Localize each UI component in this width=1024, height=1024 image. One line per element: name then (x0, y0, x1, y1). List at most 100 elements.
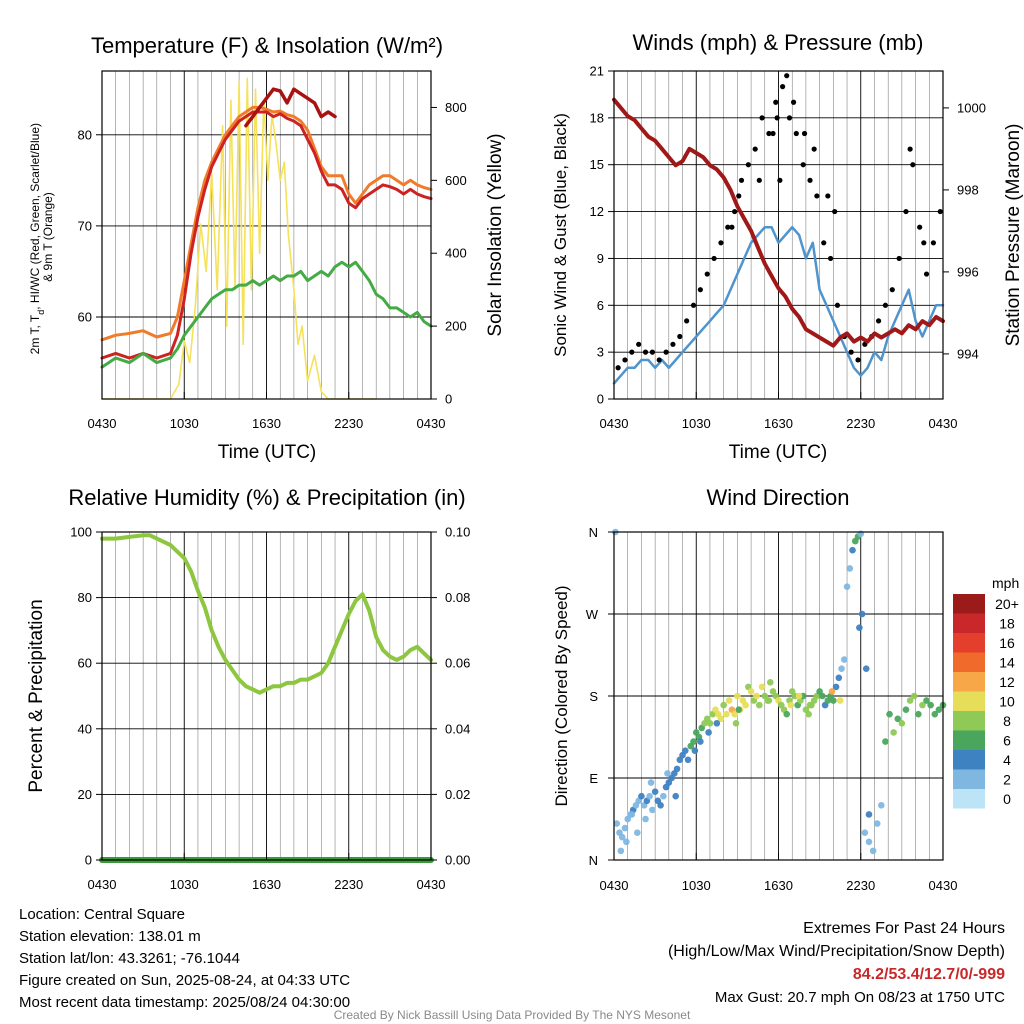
wind-pressure-series-line (612, 97, 945, 348)
dir-point-122 (628, 811, 636, 818)
rh-xtick-label-4: 0430 (417, 877, 446, 892)
wind-gust-point-44 (917, 224, 923, 230)
temperature-y-axis-label: 2m T, Td, HI/WC (Red, Green, Scarlet/Blu… (28, 120, 55, 355)
temp-ytick-right-label-2: 400 (445, 246, 467, 261)
dir-point-56 (766, 679, 774, 686)
temp-ytick-right-label-3: 600 (445, 173, 467, 188)
dir-point-83 (841, 656, 848, 663)
dir-point-49 (747, 688, 755, 695)
dir-point-44 (734, 692, 741, 700)
dir-point-3 (621, 824, 629, 832)
temp-tdew-series-line (100, 260, 433, 369)
temp-ytick-right-label-1: 200 (445, 319, 467, 334)
extremes-block: Extremes For Past 24 Hours (High/Low/Max… (668, 917, 1005, 1009)
dir-point-103 (915, 710, 922, 718)
dir-point-125 (862, 665, 870, 672)
wind-gust-point-58 (801, 130, 808, 137)
dir-point-121 (647, 779, 655, 786)
legend-label-5: 10 (999, 694, 1015, 710)
wind-gust-point-41 (896, 255, 902, 262)
wind-ytick-right-label-2: 998 (957, 182, 979, 197)
wind-ytick-right-label-3: 1000 (957, 100, 986, 115)
legend-label-7: 6 (1003, 733, 1011, 749)
wind-ytick-label-6: 18 (590, 110, 604, 125)
dir-point-91 (865, 838, 873, 846)
rh-xtick-label-0: 0430 (88, 877, 117, 892)
dir-point-80 (832, 683, 840, 691)
dir-point-75 (819, 692, 826, 700)
wind-gust-point-18 (738, 177, 745, 183)
dir-point-51 (753, 692, 760, 700)
dir-point-47 (742, 701, 749, 709)
temp-xtick-label-0: 0430 (88, 416, 117, 431)
dir-point-53 (758, 683, 766, 691)
wind-y-axis-label: Sonic Wind & Gust (Blue, Black) (551, 113, 570, 357)
temperature-plot-area (100, 71, 433, 400)
temp-hiwc-series-line (244, 87, 337, 128)
wind-gust-point-40 (889, 287, 895, 293)
station-latlon: Station lat/lon: 43.3261; -76.1044 (19, 950, 241, 967)
wind-gust-point-42 (903, 208, 909, 215)
wind-ytick-label-1: 3 (597, 345, 604, 360)
temp-xtick-label-2: 1630 (252, 416, 281, 431)
dir-point-116 (765, 697, 773, 704)
legend-swatch-7 (953, 730, 985, 750)
legend-label-0: 20+ (995, 596, 1019, 612)
dir-point-106 (927, 701, 934, 709)
legend-swatch-6 (953, 711, 985, 731)
dir-point-86 (849, 546, 856, 554)
wind-ytick-right-label-0: 994 (957, 346, 979, 361)
temp-t9m-series-line (100, 105, 433, 342)
wind-xtick-label-3: 2230 (846, 416, 875, 431)
rh-ytick-right-label-2: 0.04 (445, 721, 470, 736)
dir-point-94 (878, 802, 885, 809)
dir-point-0 (613, 820, 621, 827)
wind-gust-point-47 (937, 208, 943, 215)
dir-xtick-label-1: 1030 (682, 878, 711, 893)
temp-xtick-label-1: 1030 (170, 416, 199, 431)
rh-ytick-label-0: 0 (85, 853, 92, 868)
wind-gust-point-53 (825, 193, 831, 199)
temperature-chart-title: Temperature (F) & Insolation (W/m²) (91, 33, 443, 58)
dir-point-70 (805, 710, 812, 718)
wind-xtick-label-1: 1030 (682, 416, 711, 431)
dir-point-104 (919, 701, 926, 709)
dir-point-13 (649, 806, 656, 814)
dir-point-82 (838, 665, 845, 672)
humidity-panel: Relative Humidity (%) & Precipitation (i… (26, 485, 470, 892)
temp-ytick-right-label-0: 0 (445, 392, 452, 407)
dir-point-132 (732, 720, 740, 727)
humidity-axes: 0430 1030 1630 2230 0430 0 20 40 60 80 100 0.00 0.02… (70, 525, 470, 893)
legend-swatch-3 (953, 652, 985, 672)
wind-gust-point-16 (725, 224, 731, 230)
dir-xtick-label-0: 0430 (600, 878, 629, 893)
rh-ytick-label-4: 80 (78, 590, 92, 605)
rh-ytick-right-label-0: 0.00 (445, 853, 470, 868)
wind-xtick-label-2: 1630 (764, 416, 793, 431)
legend-swatch-10 (953, 789, 985, 809)
wind-gust-point-19 (745, 162, 751, 168)
wind-gust-point-20 (752, 146, 758, 152)
wind-axes: 0430 1030 1630 2230 0430 0 3 6 9 12 15 18 21 994 996 99… (590, 64, 986, 432)
wind-gust-point-34 (848, 349, 854, 355)
wind-gust-point-7 (663, 349, 669, 355)
wind-gust-point-27 (800, 162, 806, 168)
dir-point-123 (856, 624, 863, 631)
rh-xtick-label-3: 2230 (334, 877, 363, 892)
dir-point-124 (858, 610, 866, 618)
dir-xtick-label-4: 0430 (929, 878, 958, 893)
dir-point-119 (836, 697, 844, 704)
dir-xtick-label-3: 2230 (846, 878, 875, 893)
wind-gust-point-15 (718, 240, 724, 246)
wind-ytick-label-5: 15 (590, 157, 604, 172)
wind-gust-point-49 (770, 130, 776, 137)
humidity-plot-area (99, 532, 434, 863)
dir-point-96 (886, 710, 893, 718)
dir-point-38 (717, 715, 725, 723)
wind-direction-panel: Wind Direction 0430 1030 1630 2230 0430NESWN… (552, 485, 1019, 893)
wind-gust-point-23 (773, 99, 779, 105)
rh-rh-series-line (100, 533, 433, 695)
rh-ytick-label-3: 60 (78, 656, 92, 671)
temp-ytick-label-1: 70 (78, 218, 92, 233)
